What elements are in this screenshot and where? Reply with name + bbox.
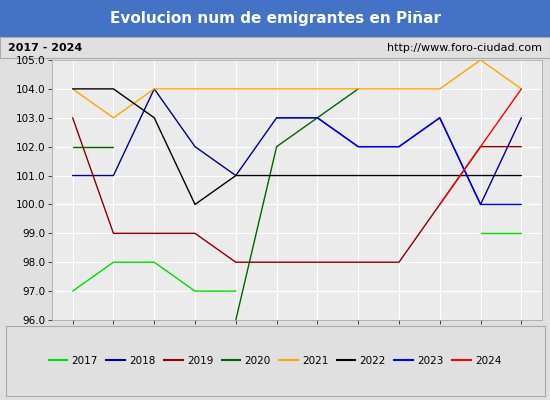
Text: http://www.foro-ciudad.com: http://www.foro-ciudad.com [387, 43, 542, 53]
Text: Evolucion num de emigrantes en Piñar: Evolucion num de emigrantes en Piñar [109, 12, 441, 26]
Text: 2017 - 2024: 2017 - 2024 [8, 43, 82, 53]
Legend: 2017, 2018, 2019, 2020, 2021, 2022, 2023, 2024: 2017, 2018, 2019, 2020, 2021, 2022, 2023… [45, 352, 505, 370]
